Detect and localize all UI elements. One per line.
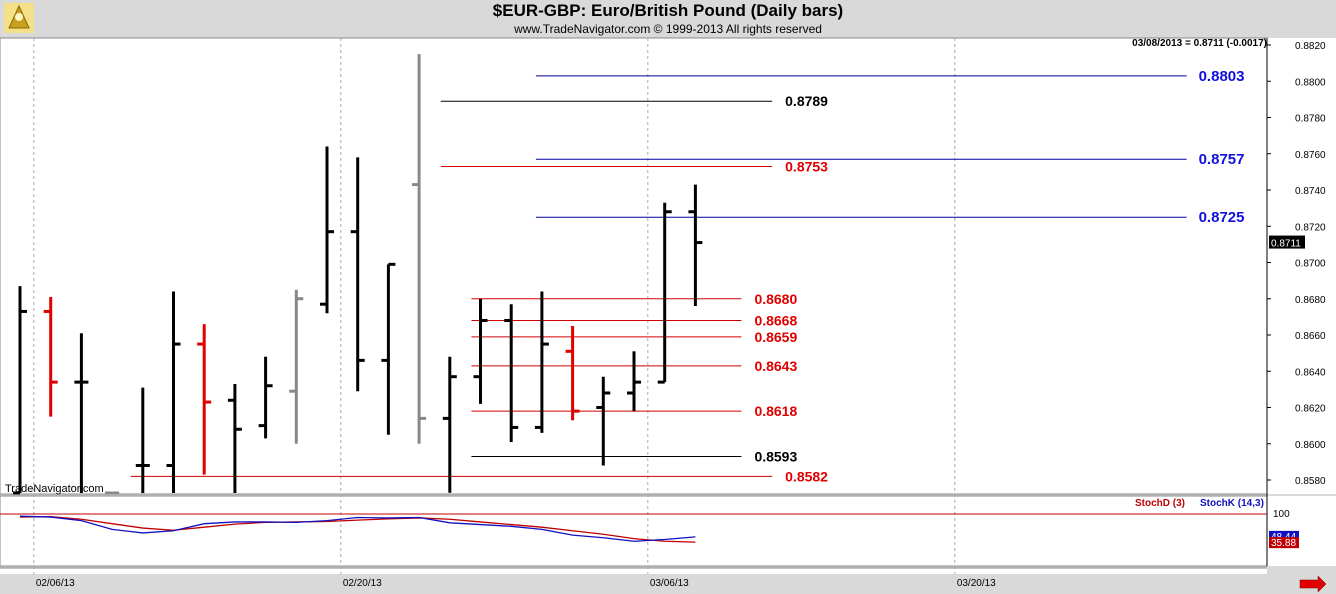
level-label: 0.8582	[785, 468, 828, 484]
chart-header: $EUR-GBP: Euro/British Pound (Daily bars…	[0, 0, 1336, 38]
price-axis-panel	[1267, 38, 1336, 494]
y-tick-label: 0.8660	[1295, 331, 1326, 342]
y-tick-label: 0.8820	[1295, 41, 1326, 52]
x-tick-label: 03/06/13	[650, 578, 689, 589]
tradenavigator-logo-icon	[4, 3, 34, 33]
price-readout: 03/08/2013 = 0.8711 (-0.0017)	[1132, 38, 1267, 49]
stoch-k-line	[19, 515, 696, 542]
stoch-d-tag	[1269, 537, 1299, 549]
last-price-label: 0.8711	[1271, 239, 1301, 250]
chart-subtitle: www.TradeNavigator.com © 1999-2013 All r…	[514, 22, 822, 36]
x-tick-label: 02/06/13	[36, 578, 75, 589]
date-axis-panel	[0, 568, 1267, 574]
stoch-k-tag	[1269, 530, 1299, 542]
x-tick-label: 03/20/13	[957, 578, 996, 589]
last-price-tag	[1269, 235, 1305, 249]
stoch-d-value: 35.88	[1271, 538, 1296, 549]
level-label: 0.8680	[754, 291, 797, 307]
level-label: 0.8643	[754, 358, 797, 374]
y-tick-label: 0.8760	[1295, 150, 1326, 161]
y-tick-label: 0.8620	[1295, 404, 1326, 415]
y-tick-label: 0.8680	[1295, 295, 1326, 306]
level-label: 0.8753	[785, 158, 828, 174]
x-tick-label: 02/20/13	[343, 578, 382, 589]
stoch-d-line	[19, 515, 696, 543]
level-label: 0.8668	[754, 313, 797, 329]
level-label: 0.8659	[754, 329, 797, 345]
chart-title: $EUR-GBP: Euro/British Pound (Daily bars…	[492, 1, 844, 20]
y-tick-label: 0.8800	[1295, 77, 1326, 88]
y-tick-label: 0.8720	[1295, 222, 1326, 233]
level-label: 0.8803	[1199, 68, 1245, 85]
watermark-text: TradeNavigator.com	[5, 483, 104, 495]
level-label: 0.8725	[1199, 209, 1245, 226]
stochastic-panel	[0, 495, 1268, 567]
price-panel	[0, 37, 1268, 495]
level-label: 0.8618	[754, 403, 797, 419]
stoch-d-legend: StochD (3)	[1135, 498, 1185, 509]
y-tick-label: 0.8600	[1295, 440, 1326, 451]
scroll-right-arrow-icon[interactable]	[1299, 575, 1327, 593]
stoch-tick-label: 100	[1273, 509, 1290, 520]
y-tick-label: 0.8740	[1295, 186, 1326, 197]
level-label: 0.8789	[785, 93, 828, 109]
level-label: 0.8757	[1199, 151, 1245, 168]
level-label: 0.8593	[754, 448, 797, 464]
stoch-k-legend: StochK (14,3)	[1200, 498, 1264, 509]
y-tick-label: 0.8640	[1295, 367, 1326, 378]
y-tick-label: 0.8780	[1295, 114, 1326, 125]
y-tick-label: 0.8700	[1295, 259, 1326, 270]
y-tick-label: 0.8580	[1295, 476, 1326, 487]
